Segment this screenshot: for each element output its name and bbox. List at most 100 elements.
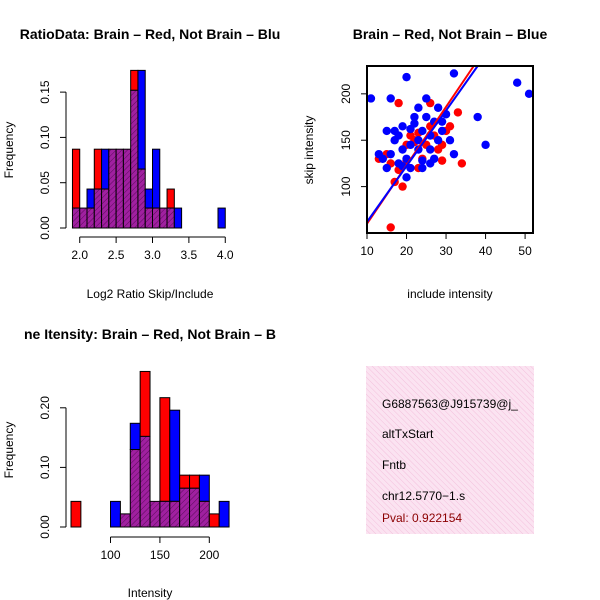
ratio-histogram-title: RatioData: Brain – Red, Not Brain – Blu — [20, 26, 281, 42]
scatter-points — [366, 69, 534, 232]
overlap-bar — [198, 500, 210, 528]
not-brain-point — [512, 78, 522, 87]
brain-bar — [93, 148, 103, 190]
brain-bar — [130, 69, 139, 91]
overlap-bar — [179, 487, 191, 528]
intensity-histogram: ne Itensity: Brain – Red, Not Brain – B … — [2, 326, 276, 600]
not-brain-bar — [217, 207, 226, 229]
scatter-title: Brain – Red, Not Brain – Blue — [353, 26, 548, 42]
not-brain-bar — [129, 422, 141, 451]
not-brain-point — [422, 94, 431, 103]
info-location: chr12.5770−1.s — [382, 489, 465, 503]
not-brain-point — [433, 103, 443, 112]
overlap-bar — [166, 207, 175, 229]
y-tick-label: 0.15 — [38, 80, 52, 104]
not-brain-bar — [86, 188, 95, 209]
not-brain-bar — [101, 148, 110, 190]
not-brain-point — [524, 89, 534, 99]
y-tick-label: 0.05 — [38, 171, 52, 195]
y-tick-label: 0.00 — [38, 515, 52, 539]
brain-point — [437, 156, 447, 165]
not-brain-bar — [110, 500, 121, 528]
not-brain-bar — [218, 500, 230, 528]
overlap-bar — [152, 207, 161, 229]
brain-bar — [189, 474, 200, 489]
y-tick-label: 150 — [339, 130, 353, 150]
ratio-histogram-xlabel: Log2 Ratio Skip/Include — [87, 287, 214, 301]
overlap-bar — [189, 487, 200, 528]
scatter-regression-lines — [366, 65, 479, 225]
overlap-bar — [137, 168, 146, 229]
x-tick-label: 3.0 — [144, 248, 161, 262]
not-brain-point — [402, 72, 411, 82]
scatter-xlabel: include intensity — [407, 287, 492, 301]
intensity-histogram-axes: 100 150 200 0.00 0.10 0.20 — [38, 396, 220, 562]
not-brain-point — [426, 159, 435, 168]
overlap-bar — [108, 148, 117, 229]
not-brain-point — [449, 69, 459, 78]
not-brain-point — [398, 122, 407, 131]
plot-box — [366, 65, 534, 234]
not-brain-point — [402, 173, 411, 182]
not-brain-bar — [173, 207, 183, 229]
brain-bar — [179, 474, 191, 489]
ratio-histogram: RatioData: Brain – Red, Not Brain – Blu … — [2, 26, 280, 301]
overlap-bar — [159, 500, 171, 528]
y-tick-label: 0.00 — [38, 216, 52, 240]
brain-point — [457, 159, 467, 168]
info-event-type: altTxStart — [382, 427, 434, 441]
not-brain-point — [437, 126, 447, 136]
not-brain-bar — [198, 474, 210, 502]
ratio-histogram-axes: 2.0 2.5 3.0 3.5 4.0 0.00 0.05 0.10 0.15 — [38, 80, 234, 262]
not-brain-point — [386, 149, 395, 159]
not-brain-point — [386, 94, 395, 103]
not-brain-point — [418, 126, 427, 136]
intensity-histogram-ylabel: Frequency — [2, 422, 16, 479]
not-brain-point — [433, 136, 443, 145]
overlap-bar — [119, 513, 131, 528]
not-brain-point — [394, 131, 403, 140]
not-brain-point — [449, 149, 459, 159]
y-tick-label: 0.10 — [38, 125, 52, 149]
intensity-histogram-title: ne Itensity: Brain – Red, Not Brain – B — [24, 326, 276, 342]
not-brain-point — [418, 156, 427, 165]
x-tick-label: 50 — [518, 244, 532, 258]
not-brain-point — [382, 126, 391, 136]
y-tick-label: 200 — [339, 84, 353, 104]
not-brain-point — [473, 112, 482, 122]
scatter-ylabel: skip intensity — [302, 116, 316, 185]
scatter-axes: 10 20 30 40 50 100 150 200 — [339, 65, 534, 258]
overlap-bar — [129, 449, 141, 528]
x-tick-label: 20 — [400, 244, 414, 258]
overlap-bar — [144, 207, 154, 229]
overlap-bar — [79, 207, 88, 229]
overlap-bar — [86, 207, 95, 229]
info-gene-symbol: Fntb — [382, 458, 406, 472]
x-tick-label: 2.5 — [108, 248, 125, 262]
x-tick-label: 3.5 — [181, 248, 198, 262]
not-brain-point — [410, 112, 419, 122]
y-tick-label: 100 — [339, 176, 353, 196]
x-tick-label: 30 — [439, 244, 453, 258]
info-gene-id: G6887563@J915739@j_ — [382, 397, 518, 411]
info-panel: G6887563@J915739@j_ altTxStart Fntb chr1… — [366, 366, 534, 534]
brain-bar — [208, 513, 220, 528]
overlap-bar — [122, 148, 132, 229]
not-brain-point — [422, 112, 431, 122]
overlap-bar — [115, 148, 124, 229]
brain-point — [398, 182, 407, 191]
brain-point — [394, 98, 403, 108]
not-brain-point — [366, 94, 376, 103]
not-brain-point — [414, 103, 423, 112]
not-brain-point — [374, 149, 384, 159]
overlap-bar — [130, 89, 139, 229]
info-panel-background — [366, 366, 534, 534]
not-brain-point — [382, 163, 391, 173]
brain-bar — [71, 148, 81, 209]
x-tick-label: 200 — [199, 548, 219, 562]
intensity-scatter: Brain – Red, Not Brain – Blue include in… — [302, 26, 547, 301]
intensity-histogram-bars — [70, 370, 230, 528]
not-brain-point — [426, 145, 435, 154]
y-tick-label: 0.20 — [38, 396, 52, 420]
